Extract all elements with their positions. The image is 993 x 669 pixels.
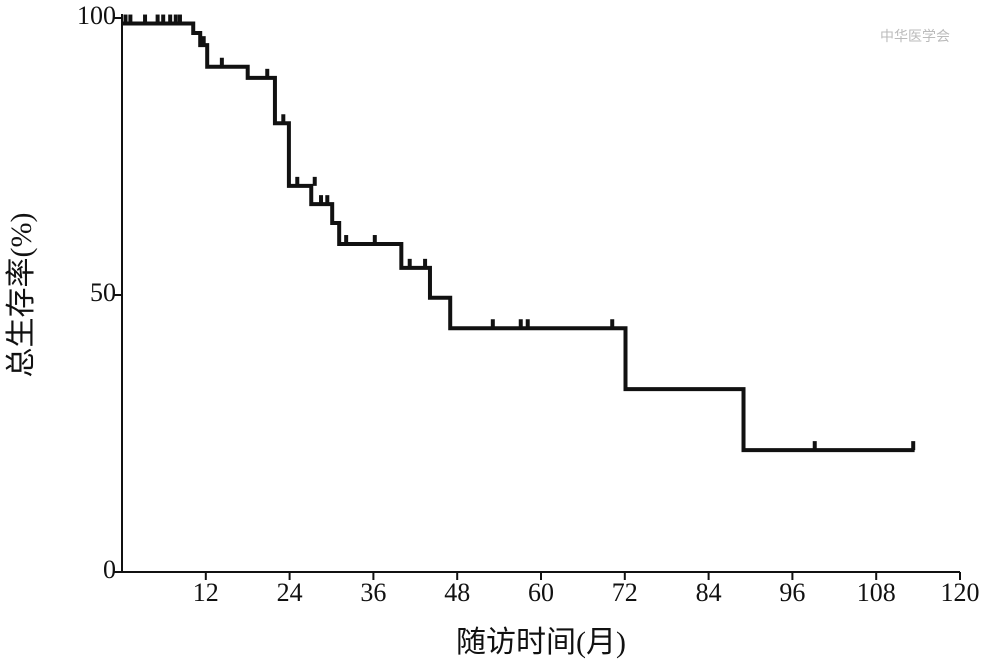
x-tick-label: 96	[779, 578, 805, 607]
x-tick-label: 84	[696, 578, 722, 607]
x-tick-label: 72	[612, 578, 638, 607]
x-tick-label: 48	[444, 578, 470, 607]
x-tick-label: 108	[857, 578, 896, 607]
survival-curve	[122, 21, 915, 453]
x-tick-label: 12	[193, 578, 219, 607]
x-tick-label: 120	[941, 578, 980, 607]
y-tick-label: 50	[90, 278, 116, 307]
y-tick-label: 100	[77, 1, 116, 30]
x-tick-label: 24	[277, 578, 303, 607]
x-tick-label: 60	[528, 578, 554, 607]
y-axis-label: 总生存率(%)	[5, 213, 38, 378]
x-axis-label: 随访时间(月)	[456, 626, 626, 659]
watermark: 中华医学会	[880, 29, 950, 45]
y-tick-label: 0	[103, 555, 116, 584]
x-tick-label: 36	[360, 578, 386, 607]
